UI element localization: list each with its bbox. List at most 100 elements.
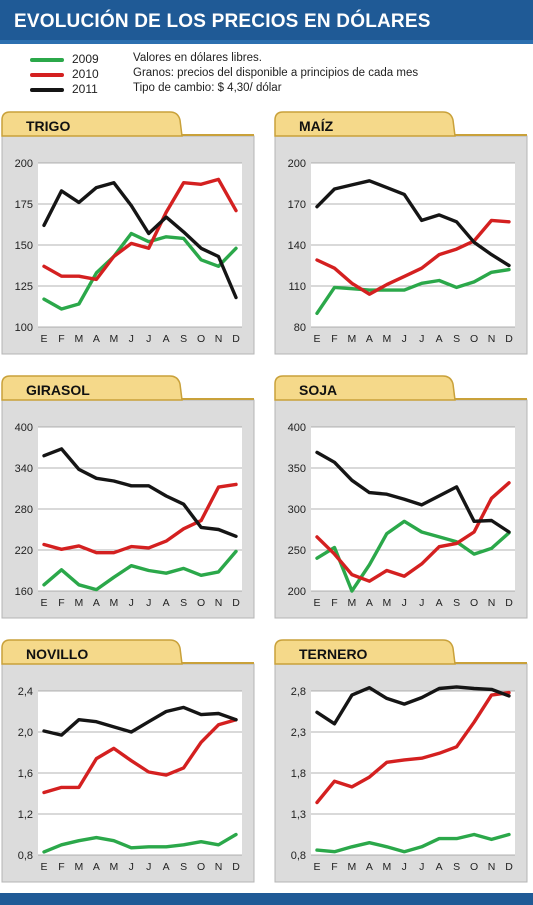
series-line-2010	[315, 690, 511, 805]
series-line-2009	[42, 549, 238, 592]
x-tick-label: E	[313, 861, 320, 873]
x-tick-label: M	[382, 333, 391, 345]
x-tick-label: A	[436, 597, 443, 609]
x-tick-label: A	[163, 861, 170, 873]
x-tick-label: F	[58, 861, 64, 873]
x-tick-label: S	[180, 597, 187, 609]
x-tick-label: E	[40, 861, 47, 873]
x-tick-label: A	[436, 861, 443, 873]
x-tick-label: J	[129, 333, 134, 345]
series-line-2010	[42, 177, 238, 282]
series-line-2009	[315, 519, 511, 593]
legend-swatch-2011	[30, 88, 64, 92]
series-line-2009	[315, 267, 511, 316]
x-tick-label: J	[402, 597, 407, 609]
title-accent	[0, 40, 533, 44]
y-tick-label: 280	[15, 504, 33, 516]
x-tick-label: J	[419, 333, 424, 345]
page-title: EVOLUCIÓN DE LOS PRECIOS EN DÓLARES	[14, 11, 431, 32]
x-tick-label: M	[109, 333, 118, 345]
x-tick-label: J	[402, 861, 407, 873]
x-tick-label: S	[180, 333, 187, 345]
x-tick-label: M	[348, 861, 357, 873]
panel-title-tab	[1, 111, 183, 137]
x-tick-label: M	[348, 597, 357, 609]
y-tick-label: 140	[288, 240, 306, 252]
x-tick-label: M	[382, 597, 391, 609]
x-tick-label: J	[146, 861, 151, 873]
x-tick-label: A	[366, 861, 373, 873]
chart-panel-ternero: TERNERO 0,8 1,3 1,8 2,3 2,8 E F M A M J J A S O N D	[273, 636, 529, 886]
x-tick-label: N	[488, 861, 496, 873]
x-tick-label: S	[453, 861, 460, 873]
y-tick-label: 200	[288, 586, 306, 598]
panel-title-tab	[274, 375, 456, 401]
x-tick-label: D	[232, 333, 240, 345]
x-tick-label: S	[453, 333, 460, 345]
x-tick-label: N	[215, 333, 223, 345]
y-tick-label: 125	[15, 281, 33, 293]
legend-label-2011: 2011	[72, 82, 98, 96]
note-grains: Granos: precios del disponible a princip…	[133, 67, 419, 79]
panel-title-tab	[274, 639, 456, 665]
y-tick-label: 300	[288, 504, 306, 516]
x-tick-label: A	[93, 597, 100, 609]
x-tick-label: E	[40, 333, 47, 345]
chart-title: GIRASOL	[26, 382, 90, 398]
note-currency: Valores en dólares libres.	[133, 52, 262, 64]
x-tick-label: J	[419, 861, 424, 873]
chart-title: NOVILLO	[26, 646, 88, 662]
x-tick-label: D	[505, 333, 513, 345]
x-tick-label: M	[75, 861, 84, 873]
y-tick-label: 1,2	[18, 809, 33, 821]
series-line-2011	[42, 705, 238, 737]
chart-panel-novillo: NOVILLO 0,8 1,2 1,6 2,0 2,4 E F M A M J J A S O N D	[0, 636, 256, 886]
y-tick-label: 200	[288, 158, 306, 170]
y-tick-label: 175	[15, 199, 33, 211]
y-tick-label: 110	[288, 281, 306, 293]
x-tick-label: O	[470, 597, 478, 609]
x-tick-label: N	[488, 597, 496, 609]
x-tick-label: N	[215, 597, 223, 609]
x-tick-label: M	[348, 333, 357, 345]
x-tick-label: D	[232, 597, 240, 609]
chart-title: MAÍZ	[299, 118, 334, 134]
x-tick-label: E	[313, 333, 320, 345]
y-tick-label: 1,8	[291, 768, 306, 780]
x-tick-label: S	[453, 597, 460, 609]
series-line-2010	[42, 717, 238, 795]
y-tick-label: 220	[15, 545, 33, 557]
series-line-2011	[315, 179, 511, 268]
legend-label-2010: 2010	[72, 67, 99, 81]
legend-item-2011: 2011	[30, 82, 130, 96]
legend-label-2009: 2009	[72, 52, 99, 66]
y-tick-label: 2,4	[18, 686, 33, 698]
series-line-2009	[315, 832, 511, 854]
x-tick-label: F	[331, 333, 337, 345]
series-line-2011	[42, 447, 238, 539]
series-line-2011	[315, 450, 511, 534]
x-tick-label: O	[197, 333, 205, 345]
note-exchange-rate: Tipo de cambio: $ 4,30/ dólar	[133, 82, 282, 94]
y-tick-label: 160	[15, 586, 33, 598]
y-tick-label: 150	[15, 240, 33, 252]
x-tick-label: O	[470, 861, 478, 873]
y-tick-label: 2,8	[291, 686, 306, 698]
x-tick-label: M	[75, 597, 84, 609]
x-tick-label: O	[197, 597, 205, 609]
x-tick-label: A	[163, 597, 170, 609]
chart-panel-maiz: MAÍZ 80 110 140 170 200 E F M A M J J A S O N D	[273, 108, 529, 358]
x-tick-label: J	[419, 597, 424, 609]
x-tick-label: A	[163, 333, 170, 345]
y-tick-label: 0,8	[291, 850, 306, 862]
y-tick-label: 1,3	[291, 809, 306, 821]
chart-panel-soja: SOJA 200 250 300 350 400 E F M A M J J A S O N D	[273, 372, 529, 622]
y-tick-label: 1,6	[18, 768, 33, 780]
panel-title-tab	[1, 639, 183, 665]
